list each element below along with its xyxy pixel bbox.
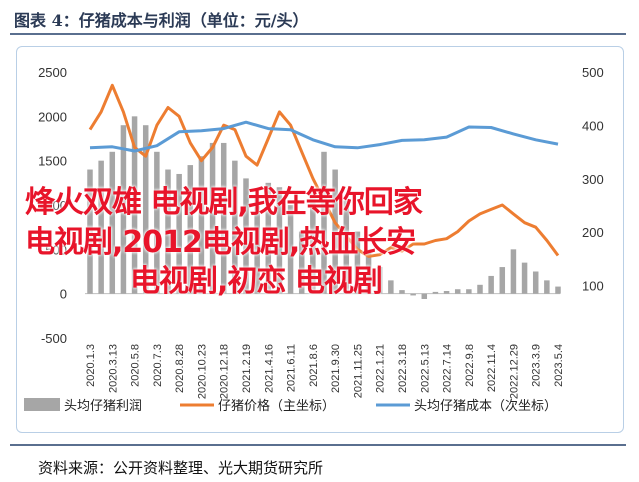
profit-bar: [432, 291, 439, 294]
profit-bar: [187, 165, 194, 294]
piglet-cost-line: [89, 120, 559, 153]
profit-bar: [209, 142, 216, 294]
x-tick-label: 2021.11.25: [352, 344, 364, 398]
profit-bar: [532, 271, 539, 294]
right-tick-label: 500: [582, 65, 604, 80]
profit-bar: [120, 125, 127, 294]
x-tick-label: 2020.1.3: [85, 344, 97, 387]
profit-bar: [220, 142, 227, 294]
profit-bar: [298, 231, 305, 294]
legend-swatch-profit: [24, 398, 60, 411]
profit-bar: [365, 249, 372, 294]
profit-bar: [421, 293, 428, 299]
x-tick-label: 2021.6.11: [286, 344, 298, 392]
x-tick-label: 2020.7.3: [152, 344, 164, 387]
profit-bar: [254, 196, 260, 294]
profit-bar: [165, 169, 171, 294]
x-tick-label: 2021.9.30: [330, 344, 342, 393]
right-tick-label: 100: [582, 279, 604, 294]
profit-bar: [443, 291, 450, 294]
profit-bar: [466, 289, 472, 294]
overlay-text-line-2: 电视剧,2012电视剧,热血长安: [25, 225, 416, 260]
x-tick-label: 2022.3.18: [397, 344, 409, 393]
profit-bar: [376, 267, 383, 294]
left-tick-label: -500: [41, 331, 67, 346]
profit-bar: [354, 231, 361, 294]
chart-title: 图表 4：仔猪成本与利润（单位：元/头）: [14, 11, 309, 30]
profit-bar: [388, 280, 394, 294]
profit-bar: [287, 205, 294, 294]
piglet-price-line: [88, 83, 560, 258]
x-tick-label: 2020.10.23: [196, 344, 208, 399]
x-tick-label: 2020.12.18: [219, 344, 231, 399]
x-tick-label: 2022.9.8: [464, 344, 476, 387]
x-tick-label: 2020.5.8: [130, 344, 142, 387]
profit-bar: [544, 280, 550, 294]
x-tick-label: 2021.4.16: [263, 344, 275, 393]
profit-bar: [98, 160, 104, 294]
bottom-rule: [10, 444, 626, 446]
overlay-text-line-3: 电视剧,初恋 电视剧: [130, 264, 383, 299]
profit-bar: [109, 151, 116, 294]
x-tick-label: 2022.7.14: [442, 344, 454, 393]
left-tick-label: 1500: [38, 154, 67, 169]
left-tick-label: 0: [60, 287, 67, 302]
x-tick-label: 2021.2.19: [241, 344, 253, 393]
profit-bar: [410, 293, 416, 296]
profit-bar: [499, 267, 506, 294]
profit-bar: [332, 169, 338, 294]
profit-bar: [521, 262, 528, 294]
right-tick-label: 300: [582, 172, 604, 187]
profit-bar: [555, 286, 561, 294]
chart-panel: [16, 46, 624, 433]
x-tick-label: 2022.11.4: [486, 344, 498, 392]
profit-bar: [399, 290, 405, 294]
overlay-text-line-1: 烽火双雄 电视剧,我在等你回家: [25, 185, 423, 220]
profit-bar: [131, 116, 138, 294]
left-tick-label: 500: [45, 242, 67, 257]
profit-bar: [510, 249, 517, 294]
left-tick-label: 2000: [38, 109, 67, 124]
x-tick-label: 2020.3.13: [107, 344, 119, 393]
profit-bar: [276, 187, 283, 294]
legend-label-profit: 头均仔猪利润: [64, 399, 142, 414]
profit-bar: [176, 173, 182, 294]
x-tick-label: 2022.12.29: [508, 344, 520, 399]
x-tick-label: 2020.8.28: [174, 344, 186, 393]
profit-bar: [87, 169, 93, 294]
x-tick-label: 2022.1.21: [375, 344, 387, 393]
x-tick-label: 2021.8.6: [308, 344, 320, 387]
profit-bar: [343, 200, 350, 294]
profit-bar: [310, 191, 316, 294]
profit-bar: [243, 178, 249, 294]
profit-bar: [154, 151, 160, 294]
profit-bar: [265, 182, 272, 294]
profit-bar: [198, 156, 205, 294]
x-tick-label: 2023.5.4: [553, 344, 565, 387]
source-note: 资料来源：公开资料整理、光大期货研究所: [38, 459, 324, 477]
profit-bar: [142, 125, 149, 294]
right-tick-label: 200: [582, 225, 604, 240]
profit-bar: [321, 151, 327, 294]
legend-label-price: 仔猪价格（主坐标）: [218, 398, 335, 414]
profit-bar: [232, 160, 238, 294]
top-rule: [10, 33, 626, 35]
profit-bar: [477, 284, 483, 294]
x-tick-label: 2022.5.13: [419, 344, 431, 393]
profit-bar: [454, 289, 461, 294]
profit-bar: [488, 275, 494, 294]
legend-label-cost: 头均仔猪成本（次坐标）: [414, 398, 557, 414]
x-tick-label: 2023.3.9: [531, 344, 543, 387]
left-tick-label: 2500: [38, 65, 67, 80]
left-tick-label: 1000: [38, 198, 67, 213]
right-tick-label: 400: [582, 118, 604, 133]
